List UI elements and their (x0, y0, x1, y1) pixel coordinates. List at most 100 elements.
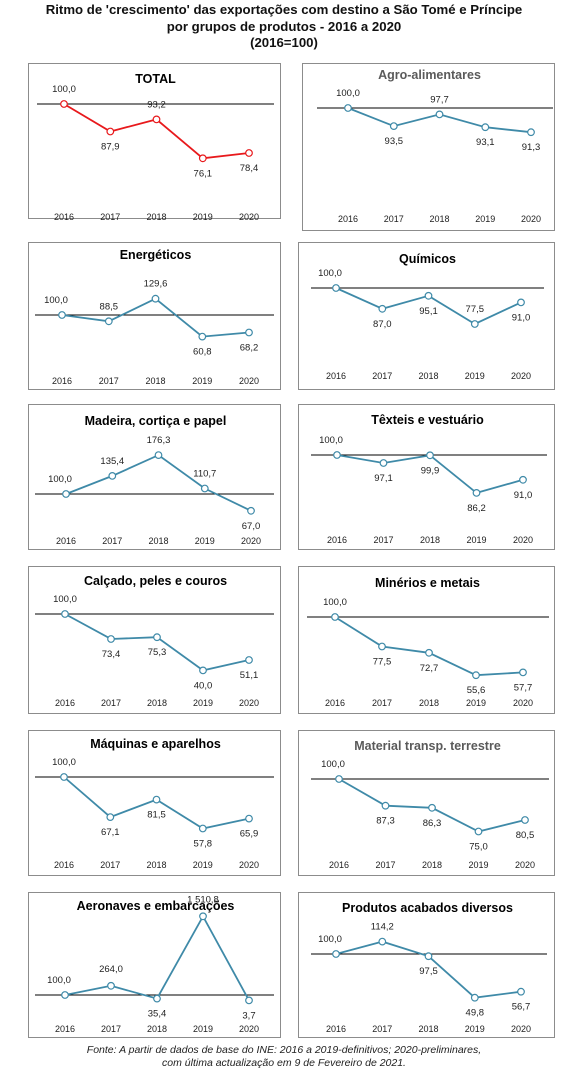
value-label: 77,5 (466, 304, 485, 315)
chart-svg: Agro-alimentares 100,0 2016 93,5 2017 97,7 201… (317, 68, 553, 224)
chart-svg: Máquinas e aparelhos 100,0 2016 67,1 2017 81,… (35, 737, 274, 870)
data-point-2016 (62, 490, 70, 498)
value-label: 67,0 (242, 521, 261, 532)
value-label: 35,4 (148, 1009, 167, 1020)
data-point-2016 (332, 950, 340, 958)
x-tick-label: 2017 (101, 698, 121, 708)
x-tick-label: 2020 (513, 535, 533, 545)
x-tick-label: 2017 (101, 1024, 121, 1034)
value-label: 97,1 (374, 473, 393, 484)
data-point-2019 (198, 332, 207, 341)
data-point-2020 (245, 656, 253, 664)
value-label: 78,4 (240, 163, 259, 174)
value-label: 100,0 (336, 88, 360, 99)
x-tick-label: 2016 (329, 860, 349, 870)
x-tick-label: 2016 (338, 214, 358, 224)
value-label: 100,0 (44, 295, 68, 306)
data-point-2018 (151, 294, 160, 303)
chart-svg: Minérios e metais 100,0 2016 77,5 2017 72,7 20… (307, 576, 549, 708)
value-label: 100,0 (323, 597, 347, 608)
x-tick-label: 2019 (193, 212, 213, 222)
value-label: 55,6 (467, 685, 486, 696)
x-tick-label: 2017 (99, 376, 119, 386)
value-label: 75,3 (148, 647, 167, 658)
chart-title: Produtos acabados diversos (342, 901, 513, 915)
data-point-2020 (521, 816, 529, 824)
data-point-2016 (335, 775, 343, 783)
chart-panel-7: Calçado, peles e couros 100,0 2016 73,4 2017… (28, 566, 281, 714)
data-point-2017 (107, 981, 115, 990)
value-label: 51,1 (240, 670, 259, 681)
data-point-2017 (108, 471, 117, 480)
value-label: 80,5 (516, 830, 535, 841)
x-tick-label: 2019 (195, 536, 215, 546)
data-point-2017 (104, 317, 113, 326)
value-label: 76,1 (194, 168, 213, 179)
chart-svg: TOTAL 100,0 2016 87,9 2017 93,2 2018 76,1 2019 78… (37, 72, 274, 222)
data-point-2020 (527, 128, 535, 137)
data-point-2019 (472, 488, 481, 497)
data-point-2017 (378, 642, 386, 651)
x-tick-label: 2017 (373, 535, 393, 545)
value-label: 135,4 (100, 456, 124, 467)
x-tick-label: 2020 (239, 1024, 259, 1034)
chart-title: Têxteis e vestuário (371, 413, 484, 427)
x-tick-label: 2016 (326, 1024, 346, 1034)
value-label: 97,5 (419, 966, 438, 977)
data-point-2016 (333, 451, 341, 459)
x-tick-label: 2020 (241, 536, 261, 546)
title-line-1: Ritmo de 'crescimento' das exportações c… (45, 2, 523, 17)
value-label: 56,7 (512, 1002, 531, 1013)
chart-svg: Madeira, cortiça e papel 100,0 2016 135,4 20… (35, 414, 274, 546)
value-label: 91,0 (512, 312, 531, 323)
data-point-2020 (519, 475, 527, 484)
value-label: 114,2 (371, 922, 394, 933)
x-tick-label: 2017 (102, 536, 122, 546)
x-tick-label: 2017 (384, 214, 404, 224)
data-point-2018 (425, 648, 433, 657)
value-label: 100,0 (53, 594, 77, 605)
series-line (65, 454, 252, 512)
x-tick-label: 2020 (521, 214, 541, 224)
value-label: 176,3 (147, 435, 171, 446)
value-label: 93,2 (147, 99, 166, 110)
data-point-2018 (152, 115, 161, 124)
data-point-2020 (245, 814, 253, 823)
chart-panel-6: Têxteis e vestuário 100,0 2016 97,1 2017 99,9… (298, 404, 555, 550)
value-label: 75,0 (469, 842, 488, 853)
data-point-2016 (60, 100, 68, 108)
value-label: 100,0 (319, 435, 343, 446)
data-point-2019 (474, 827, 483, 836)
x-tick-label: 2019 (193, 860, 213, 870)
x-tick-label: 2019 (193, 1024, 213, 1034)
data-point-2019 (481, 123, 490, 132)
chart-title: Máquinas e aparelhos (90, 737, 221, 751)
value-label: 87,9 (101, 142, 120, 153)
x-tick-label: 2018 (418, 371, 438, 381)
x-tick-label: 2020 (511, 371, 531, 381)
chart-panel-12: Produtos acabados diversos 100,0 2016 114,2… (298, 892, 555, 1038)
data-point-2017 (381, 801, 390, 810)
x-tick-label: 2020 (515, 860, 535, 870)
data-point-2016 (331, 613, 339, 621)
value-label: 100,0 (52, 84, 76, 95)
chart-svg: Material transp. terrestre 100,0 2016 87,3 2… (311, 739, 549, 870)
x-tick-label: 2016 (54, 212, 74, 222)
chart-title: Material transp. terrestre (354, 739, 501, 753)
data-point-2018 (435, 110, 444, 119)
chart-panel-4: Químicos 100,0 2016 87,0 2017 95,1 2018 77,5 201… (298, 242, 555, 390)
x-tick-label: 2016 (327, 535, 347, 545)
data-point-2020 (519, 668, 527, 677)
data-point-2019 (470, 320, 479, 328)
x-tick-label: 2018 (146, 212, 166, 222)
x-tick-label: 2018 (145, 376, 165, 386)
data-point-2020 (247, 506, 255, 515)
data-point-2016 (61, 610, 69, 618)
chart-title: Calçado, peles e couros (84, 574, 227, 588)
chart-svg: Têxteis e vestuário 100,0 2016 97,1 2017 99,9… (311, 413, 547, 545)
x-tick-label: 2019 (465, 371, 485, 381)
data-point-2018 (152, 795, 161, 804)
chart-title: Químicos (399, 252, 456, 266)
value-label: 100,0 (52, 757, 76, 768)
chart-svg: Energéticos 100,0 2016 88,5 2017 129,6 2018 60,… (35, 248, 274, 386)
